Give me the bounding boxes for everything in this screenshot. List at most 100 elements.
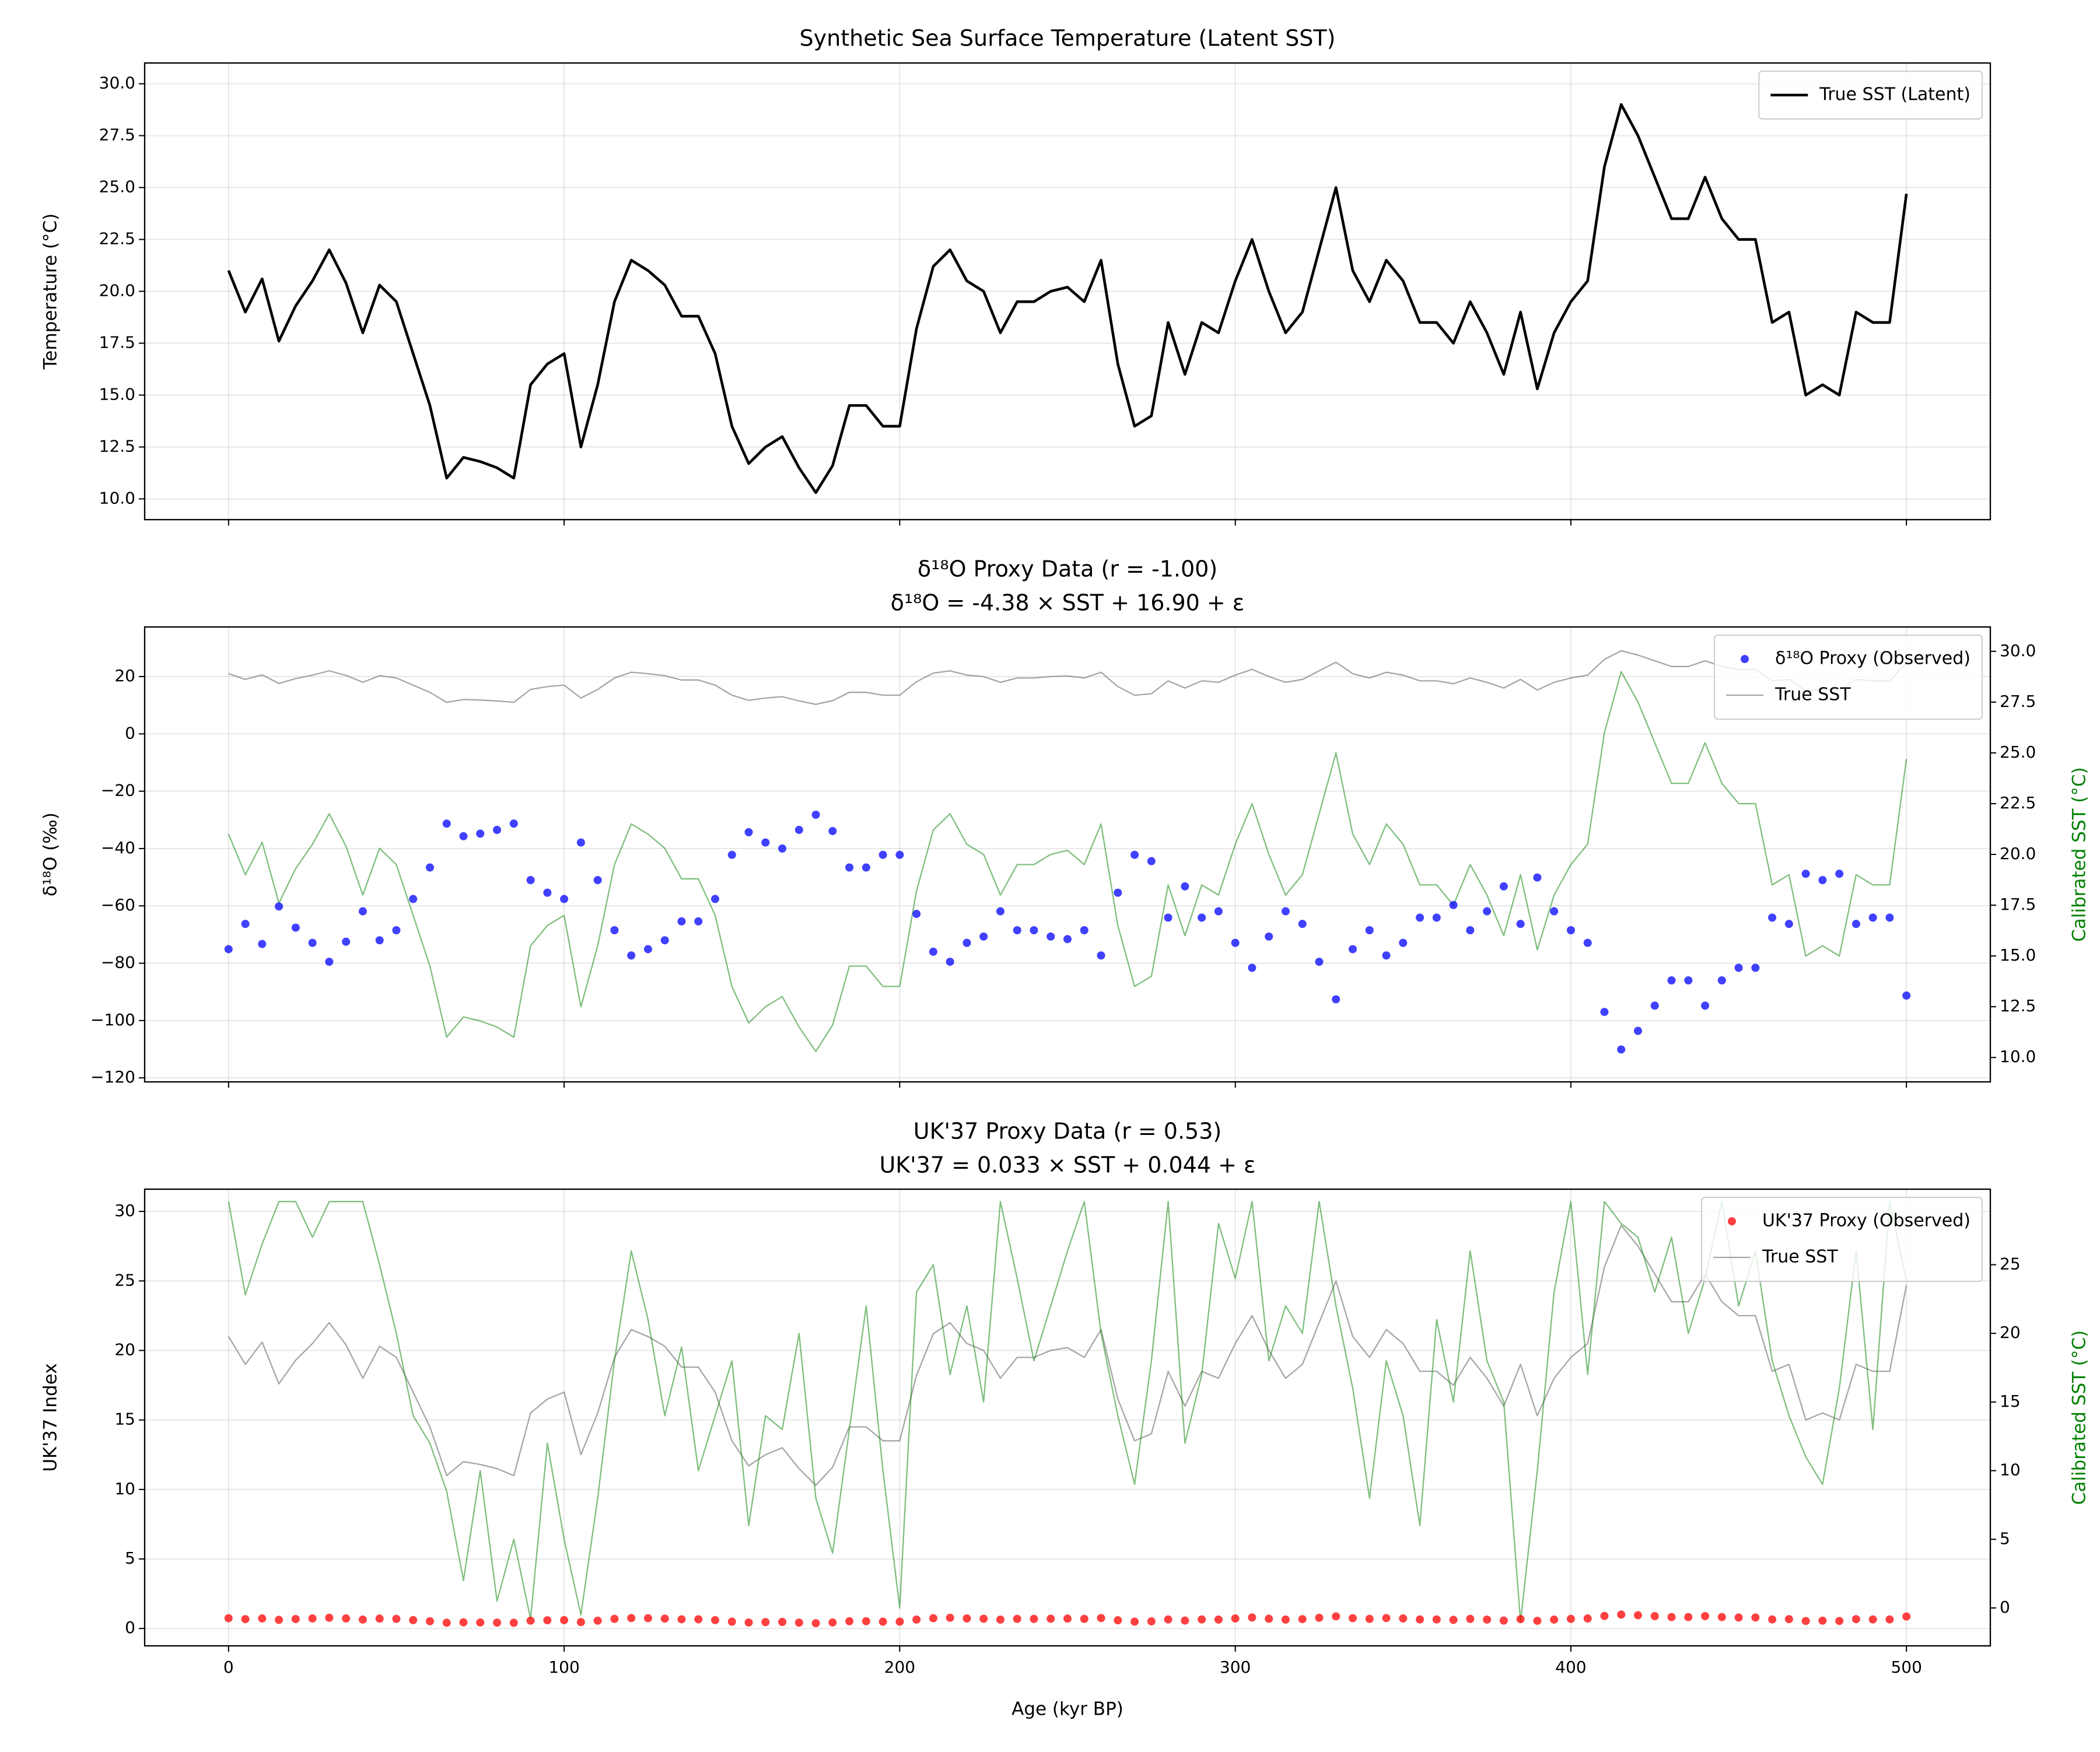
proxy-point [1013,1614,1021,1623]
legend: True SST (Latent) [1758,71,1983,120]
y2-tick-label: 10.0 [2000,1047,2036,1066]
legend: UK'37 Proxy (Observed) True SST [1700,1197,1983,1282]
chart-title: δ¹⁸O Proxy Data (r = -1.00) [918,556,1217,582]
proxy-point [476,829,485,838]
proxy-point [1650,1611,1659,1620]
proxy-point [409,895,418,903]
proxy-point [392,926,401,934]
x-tick-label: 300 [1220,1658,1251,1677]
proxy-point [845,863,854,872]
proxy-point [1281,907,1290,916]
proxy-point [1902,991,1911,1000]
y-tick-label: 10 [114,1479,135,1498]
proxy-point [694,1615,703,1624]
y-axis-label: UK'37 Index [40,1363,61,1471]
x-axis-label: Age (kyr BP) [1012,1699,1124,1720]
y2-tick-label: 30.0 [2000,641,2036,660]
proxy-point [727,1617,736,1626]
proxy-point [342,937,351,946]
proxy-point [878,1617,887,1626]
proxy-point [1298,920,1307,928]
proxy-point [291,1614,300,1623]
axes-frame [144,626,1992,1083]
proxy-point [996,1615,1005,1624]
proxy-point [744,828,753,836]
proxy-point [1046,932,1055,941]
proxy-point [1348,1614,1357,1623]
proxy-point [1432,1615,1441,1624]
proxy-point [946,1613,954,1622]
x-tick-label: 100 [548,1658,579,1677]
proxy-point [1315,1613,1324,1622]
x-tick-label: 400 [1555,1658,1586,1677]
proxy-point [1868,1615,1877,1624]
proxy-point [1483,1615,1492,1624]
proxy-point [1835,1617,1844,1625]
proxy-point [1734,963,1743,972]
proxy-point [358,907,367,916]
proxy-point [1751,963,1760,972]
proxy-point [1332,995,1340,1004]
proxy-point [1365,1614,1374,1623]
y2-tick-label: 5 [2000,1529,2010,1548]
legend-swatch [1727,1217,1736,1225]
proxy-point [543,1616,552,1625]
proxy-point [1332,1612,1340,1621]
proxy-point [761,1618,770,1627]
legend-label: True SST (Latent) [1819,85,1971,105]
proxy-point [1231,1614,1240,1623]
proxy-point [442,1618,451,1627]
proxy-point [1214,907,1223,916]
plot-area [224,650,1911,1054]
y-tick-label: −60 [101,895,135,914]
y2-tick-label: 15.0 [2000,945,2036,965]
proxy-point [1265,1614,1273,1623]
proxy-point [1365,926,1374,934]
proxy-point [425,1617,434,1625]
legend-swatch [1740,655,1749,663]
proxy-point [963,938,971,947]
plot-area [224,1201,1911,1628]
proxy-point [1684,1613,1693,1621]
proxy-point [1533,1617,1542,1625]
proxy-point [325,1613,334,1622]
legend: δ¹⁸O Proxy (Observed) True SST [1713,635,1983,720]
y-tick-label: 15.0 [99,384,135,404]
proxy-point [1633,1611,1642,1620]
series-line [228,1224,1908,1486]
proxy-point [1717,976,1726,985]
proxy-point [1114,888,1122,897]
proxy-point [1198,913,1206,922]
proxy-point [677,917,686,926]
y-tick-label: −120 [90,1067,135,1087]
proxy-point [476,1618,485,1627]
y2-tick-label: 25.0 [2000,742,2036,762]
proxy-point [1080,1614,1088,1623]
proxy-point [1114,1616,1122,1625]
y-tick-label: −20 [101,781,135,800]
proxy-point [1617,1045,1626,1054]
proxy-point [1399,1614,1408,1623]
proxy-point [979,1614,988,1623]
y2-tick-label: 17.5 [2000,895,2036,914]
proxy-point [1868,913,1877,922]
y2-tick-label: 15 [2000,1392,2021,1411]
proxy-point [1248,1613,1256,1622]
proxy-point [1080,926,1088,934]
axes-frame [144,62,1992,521]
proxy-point [1566,1614,1575,1623]
proxy-point [342,1614,351,1623]
y-axis-label: δ¹⁸O (‰) [40,812,61,896]
proxy-point [1046,1614,1055,1623]
proxy-point [627,1614,636,1623]
y2-tick-label: 0 [2000,1597,2010,1617]
proxy-point [1348,945,1357,954]
legend-label: True SST [1774,685,1851,705]
proxy-point [1298,1615,1307,1624]
proxy-point [1734,1613,1743,1622]
proxy-point [811,1619,820,1628]
proxy-point [878,850,887,859]
proxy-point [1181,1616,1189,1625]
proxy-point [643,1614,652,1623]
legend-frame [1700,1197,1983,1282]
